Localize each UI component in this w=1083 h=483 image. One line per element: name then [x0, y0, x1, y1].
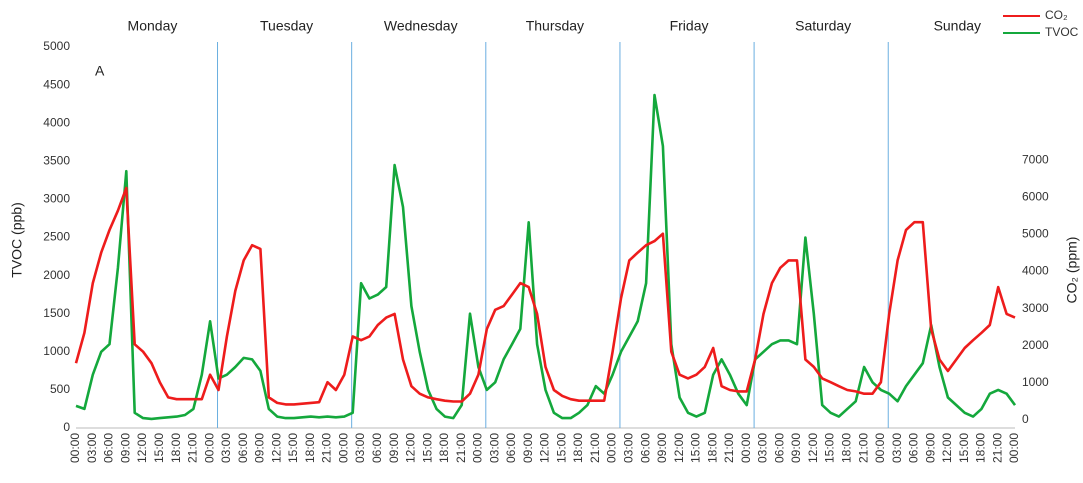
y-tick-label: 500 [50, 382, 70, 396]
y2-tick-label: 4000 [1022, 264, 1049, 278]
x-tick-label: 12:00 [269, 433, 283, 463]
x-tick-label: 00:00 [1007, 433, 1021, 463]
y2-tick-label: 0 [1022, 412, 1029, 426]
x-tick-label: 21:00 [320, 433, 334, 463]
x-tick-label: 09:00 [118, 433, 132, 463]
x-tick-label: 09:00 [789, 433, 803, 463]
x-tick-label: 00:00 [739, 433, 753, 463]
y2-tick-label: 3000 [1022, 301, 1049, 315]
day-label: Saturday [795, 18, 851, 34]
x-tick-label: 12:00 [940, 433, 954, 463]
day-label: Thursday [526, 18, 584, 34]
legend-label: CO₂ [1045, 8, 1068, 22]
x-tick-label: 03:00 [219, 433, 233, 463]
x-tick-label: 15:00 [957, 433, 971, 463]
x-tick-label: 00:00 [873, 433, 887, 463]
x-tick-label: 09:00 [387, 433, 401, 463]
x-tick-label: 06:00 [236, 433, 250, 463]
x-tick-label: 03:00 [890, 433, 904, 463]
y2-tick-label: 5000 [1022, 227, 1049, 241]
series-line [75, 93, 1017, 421]
y-tick-label: 5000 [43, 39, 70, 53]
day-label: Monday [128, 18, 178, 34]
x-tick-label: 00:00 [202, 433, 216, 463]
day-label: Tuesday [260, 18, 313, 34]
panel-label: A [95, 63, 105, 79]
series-line [74, 186, 1016, 406]
x-tick-label: 15:00 [823, 433, 837, 463]
y-tick-label: 2000 [43, 268, 70, 282]
x-tick-label: 06:00 [907, 433, 921, 463]
x-tick-label: 21:00 [186, 433, 200, 463]
x-tick-label: 00:00 [68, 433, 82, 463]
y-tick-label: 0 [63, 420, 70, 434]
y-tick-label: 1500 [43, 306, 70, 320]
x-tick-label: 03:00 [85, 433, 99, 463]
y-tick-label: 2500 [43, 230, 70, 244]
day-label: Sunday [934, 18, 981, 34]
x-tick-label: 09:00 [655, 433, 669, 463]
x-tick-label: 00:00 [605, 433, 619, 463]
day-label: Friday [670, 18, 709, 34]
x-tick-label: 15:00 [286, 433, 300, 463]
x-tick-label: 15:00 [152, 433, 166, 463]
x-tick-label: 12:00 [135, 433, 149, 463]
y-tick-label: 3500 [43, 153, 70, 167]
x-tick-label: 15:00 [554, 433, 568, 463]
x-tick-label: 06:00 [504, 433, 518, 463]
x-tick-label: 12:00 [538, 433, 552, 463]
x-tick-label: 09:00 [923, 433, 937, 463]
x-tick-label: 06:00 [102, 433, 116, 463]
x-tick-label: 18:00 [839, 433, 853, 463]
x-tick-label: 18:00 [705, 433, 719, 463]
x-tick-label: 12:00 [672, 433, 686, 463]
x-tick-label: 18:00 [303, 433, 317, 463]
x-tick-label: 03:00 [353, 433, 367, 463]
x-tick-label: 09:00 [253, 433, 267, 463]
x-tick-label: 12:00 [806, 433, 820, 463]
legend-label: TVOC [1045, 25, 1079, 39]
x-tick-label: 21:00 [722, 433, 736, 463]
x-tick-label: 21:00 [856, 433, 870, 463]
y2-tick-label: 1000 [1022, 375, 1049, 389]
y2-tick-label: 7000 [1022, 152, 1049, 166]
x-tick-label: 03:00 [756, 433, 770, 463]
x-tick-label: 06:00 [370, 433, 384, 463]
y-tick-label: 4000 [43, 115, 70, 129]
x-tick-label: 21:00 [588, 433, 602, 463]
x-tick-label: 21:00 [454, 433, 468, 463]
x-tick-label: 15:00 [420, 433, 434, 463]
x-tick-label: 03:00 [622, 433, 636, 463]
x-tick-label: 21:00 [990, 433, 1004, 463]
y-axis-label: TVOC (ppb) [9, 202, 25, 277]
x-tick-label: 15:00 [689, 433, 703, 463]
day-label: Wednesday [384, 18, 458, 34]
x-tick-label: 06:00 [772, 433, 786, 463]
x-tick-label: 06:00 [638, 433, 652, 463]
y-tick-label: 4500 [43, 77, 70, 91]
y2-tick-label: 6000 [1022, 189, 1049, 203]
x-tick-label: 18:00 [437, 433, 451, 463]
x-tick-label: 03:00 [487, 433, 501, 463]
x-tick-label: 00:00 [336, 433, 350, 463]
y-tick-label: 3000 [43, 192, 70, 206]
x-tick-label: 09:00 [521, 433, 535, 463]
x-tick-label: 12:00 [404, 433, 418, 463]
x-tick-label: 18:00 [571, 433, 585, 463]
x-tick-label: 00:00 [471, 433, 485, 463]
y2-tick-label: 2000 [1022, 338, 1049, 352]
x-tick-label: 18:00 [974, 433, 988, 463]
y2-axis-label: CO₂ (ppm) [1064, 237, 1080, 304]
y-tick-label: 1000 [43, 344, 70, 358]
x-tick-label: 18:00 [169, 433, 183, 463]
